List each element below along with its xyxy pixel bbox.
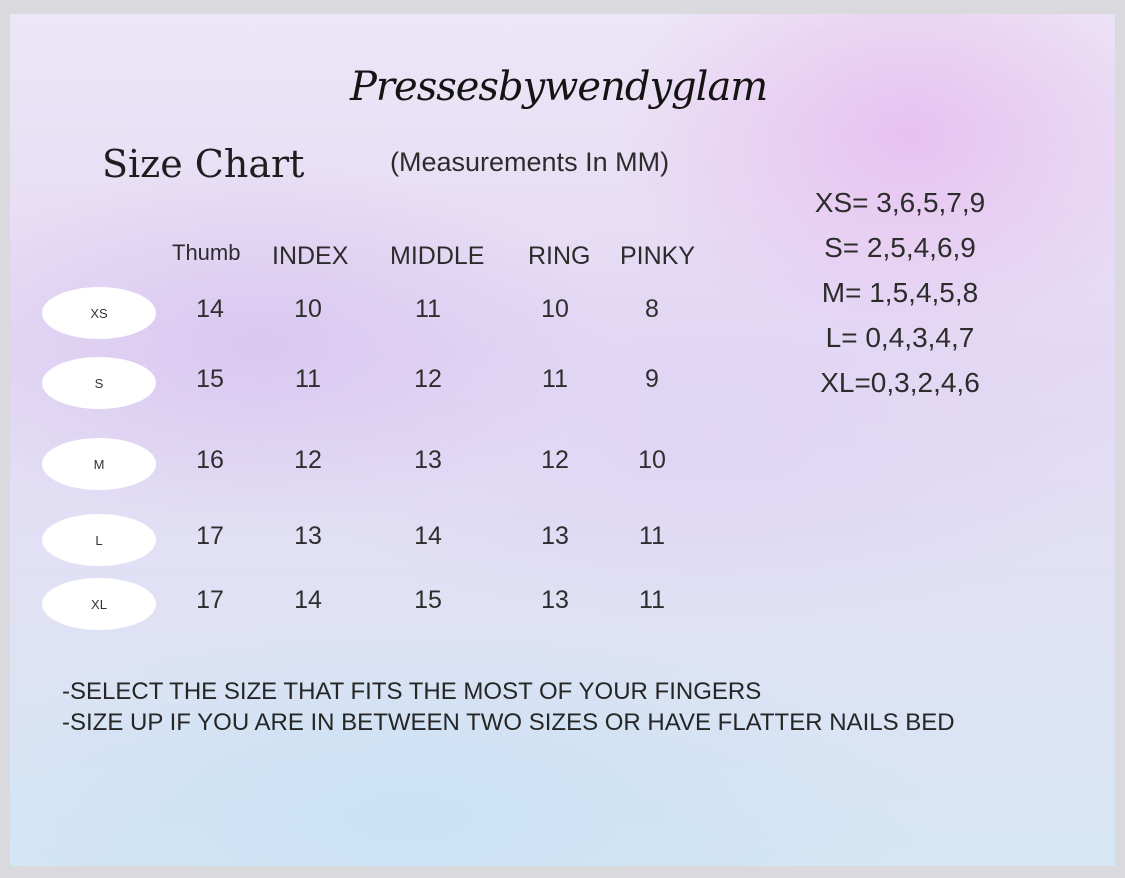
column-header-thumb: Thumb	[172, 240, 241, 265]
size-chart-card: Pressesbywendyglam Size Chart (Measureme…	[10, 14, 1115, 866]
table-cell: 11	[415, 295, 441, 323]
note: -SELECT THE SIZE THAT FITS THE MOST OF Y…	[62, 678, 762, 705]
table-cell: 15	[196, 365, 224, 393]
size-pill-s: S	[42, 357, 156, 409]
column-header-middle: MIDDLE	[390, 242, 485, 270]
column-header-ring: RING	[528, 242, 591, 270]
size-code: S= 2,5,4,6,9	[824, 232, 976, 263]
table-cell: 10	[294, 295, 322, 323]
brand-logo: Pressesbywendyglam	[350, 64, 768, 110]
table-cell: 13	[294, 522, 322, 550]
size-code: XL=0,3,2,4,6	[820, 367, 980, 398]
table-cell: 14	[196, 295, 224, 323]
size-pill-l: L	[42, 514, 156, 566]
size-code: L= 0,4,3,4,7	[825, 322, 975, 353]
table-cell: 11	[639, 586, 665, 614]
table-cell: 13	[414, 446, 442, 474]
table-cell: 11	[542, 365, 568, 393]
size-pill-xs: XS	[42, 287, 156, 339]
size-pill-xl: XL	[42, 578, 156, 630]
column-header-pinky: PINKY	[620, 242, 696, 270]
table-cell: 11	[295, 365, 321, 393]
table-cell: 13	[541, 586, 569, 614]
table-cell: 11	[639, 522, 665, 550]
notes: -SELECT THE SIZE THAT FITS THE MOST OF Y…	[62, 676, 955, 738]
table-cell: 12	[294, 446, 322, 474]
table-cell: 10	[638, 446, 666, 474]
table-cell: 12	[541, 446, 569, 474]
note: -SIZE UP IF YOU ARE IN BETWEEN TWO SIZES…	[62, 709, 955, 736]
size-codes: XS= 3,6,5,7,9 S= 2,5,4,6,9 M= 1,5,4,5,8 …	[800, 180, 1000, 405]
table-cell: 9	[645, 365, 659, 393]
size-code: M= 1,5,4,5,8	[821, 277, 979, 308]
size-code: XS= 3,6,5,7,9	[814, 187, 986, 218]
table-cell: 14	[414, 522, 442, 550]
table-cell: 12	[414, 365, 442, 393]
column-header-index: INDEX	[272, 242, 349, 270]
table-cell: 17	[196, 522, 224, 550]
table-cell: 15	[414, 586, 442, 614]
table-cell: 14	[294, 586, 322, 614]
chart-title: Size Chart	[102, 142, 305, 186]
chart-subtitle: (Measurements In MM)	[390, 147, 670, 177]
table-cell: 13	[541, 522, 569, 550]
size-pill-m: M	[42, 438, 156, 490]
table-cell: 8	[645, 295, 659, 323]
table-cell: 16	[196, 446, 224, 474]
table-cell: 17	[196, 586, 224, 614]
table-cell: 10	[541, 295, 569, 323]
